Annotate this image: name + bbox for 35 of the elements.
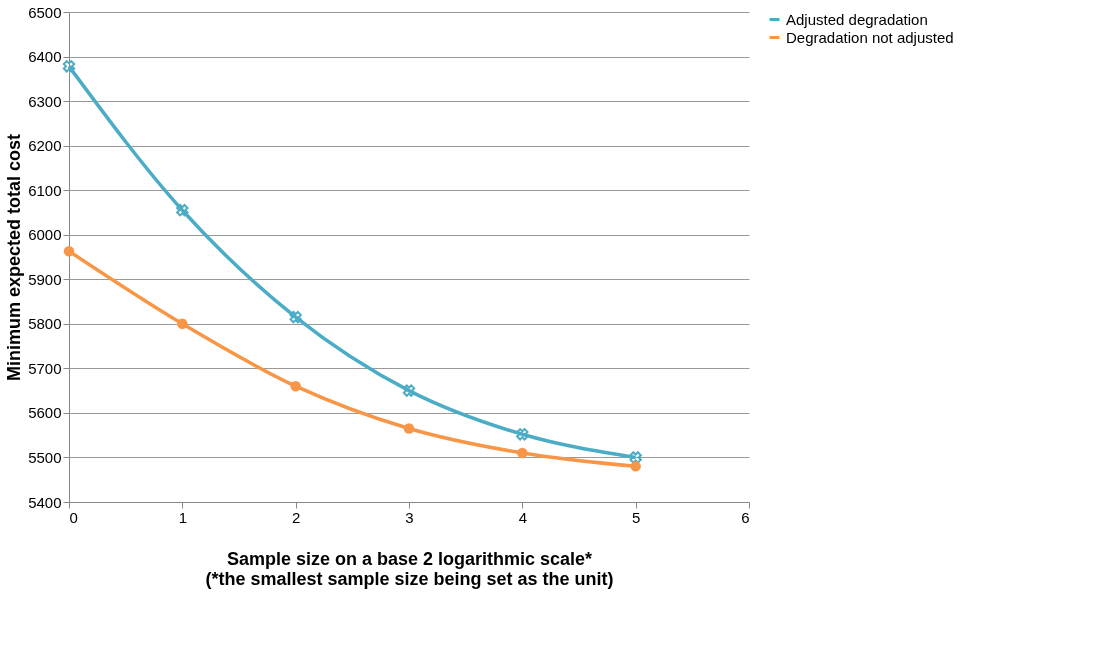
point — [402, 384, 416, 397]
y-tick-label: 6400 — [28, 48, 62, 66]
x-tick-label: 1 — [178, 508, 188, 526]
point — [177, 318, 188, 330]
point — [290, 380, 301, 392]
point — [630, 461, 641, 472]
point — [63, 245, 75, 257]
point — [62, 60, 76, 73]
x-axis-title: Sample size on a base 2 logarithmic scale* (*the smallest sample size being set as the unit) — [205, 548, 614, 589]
y-tick-label: 5700 — [28, 359, 62, 377]
legend-label: Degradation not adjusted — [786, 28, 954, 46]
y-tick-label: 5800 — [28, 315, 62, 333]
point — [289, 310, 302, 324]
x-tick-label: 5 — [631, 508, 641, 526]
y-tick-label: 6100 — [28, 181, 62, 199]
y-tick-label: 5500 — [28, 448, 62, 466]
legend-label: Adjusted degradation — [786, 10, 928, 28]
point — [516, 428, 529, 441]
y-tick-label: 5600 — [28, 404, 62, 422]
x-tick-label: 0 — [69, 508, 78, 526]
y-tick-label: 6200 — [28, 137, 62, 155]
x-tick-label: 4 — [518, 508, 528, 526]
y-tick-label: 6500 — [28, 3, 62, 21]
x-tick-label: 2 — [291, 508, 301, 526]
y-axis-title: Minimum expected total cost — [4, 133, 25, 382]
point — [629, 451, 642, 464]
y-tick-label: 5900 — [28, 270, 62, 288]
y-tick-label: 5400 — [28, 493, 62, 511]
y-tick-label: 6000 — [28, 226, 62, 244]
point — [176, 204, 189, 217]
x-tick-label: 3 — [405, 508, 414, 526]
y-tick-label: 6300 — [28, 92, 62, 110]
point — [517, 447, 528, 459]
point — [403, 423, 415, 434]
x-tick-label: 6 — [741, 508, 750, 526]
